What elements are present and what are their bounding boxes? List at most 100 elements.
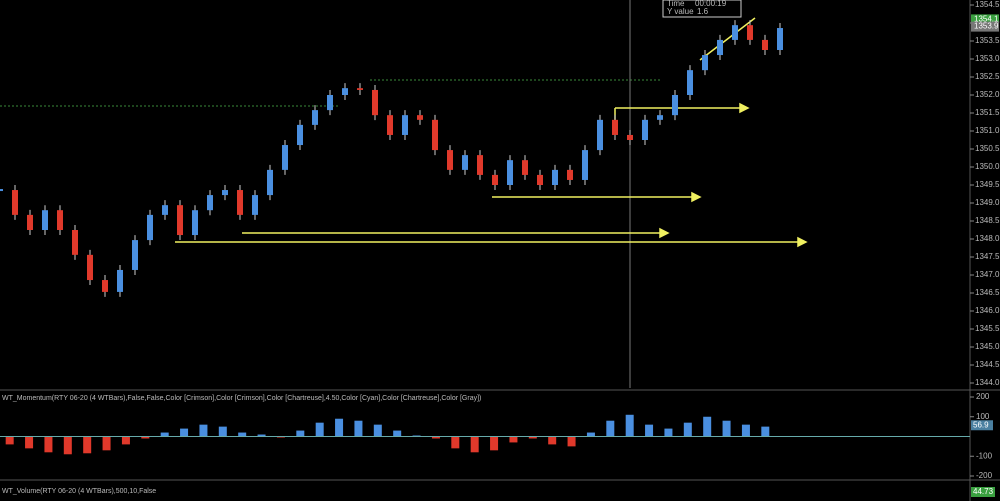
current-label: 44.73 (973, 487, 994, 496)
current-box (971, 487, 995, 497)
y-tick-label: 1346.0 (975, 306, 1000, 315)
candle (687, 70, 693, 95)
info-box (662, 0, 742, 18)
candle (372, 89, 378, 116)
momentum-bar (393, 430, 402, 437)
y-tick-label: 1353.0 (975, 54, 1000, 63)
y-tick-label: 1351.0 (975, 126, 1000, 135)
info-value: 1.6 (697, 7, 709, 16)
y-tick-label: 1346.5 (975, 288, 1000, 297)
info-label: Y value (667, 7, 694, 16)
candle (252, 195, 258, 215)
candle (762, 39, 768, 50)
momentum-bar (373, 424, 382, 437)
candle (222, 190, 228, 196)
momentum-bar (238, 432, 247, 437)
current-box (971, 420, 993, 431)
candle (522, 160, 528, 175)
y-tick-label: 1347.5 (975, 252, 1000, 261)
momentum-bar (606, 420, 615, 437)
y-tick-label: 1350.5 (975, 144, 1000, 153)
candle (87, 254, 93, 281)
candle (447, 150, 453, 170)
y-tick-label: 1348.0 (975, 234, 1000, 243)
candle (162, 205, 168, 215)
candle (27, 214, 33, 230)
y-tick-label: 1349.5 (975, 180, 1000, 189)
candle (312, 110, 318, 125)
price-label-box (971, 21, 999, 32)
momentum-bar (44, 436, 53, 453)
momentum-bar (490, 436, 499, 451)
price-label: 1353.9 (974, 22, 999, 31)
candle (102, 280, 108, 292)
candle (642, 119, 648, 140)
momentum-bar (741, 424, 750, 437)
momentum-bar (83, 436, 92, 454)
candle (567, 169, 573, 180)
y-tick-label: 1350.0 (975, 162, 1000, 171)
candle (582, 150, 588, 180)
indicator-title: WT_Momentum(RTY 06-20 (4 WTBars),False,F… (2, 395, 481, 402)
candle (192, 210, 198, 236)
y-tick-label: 1353.5 (975, 36, 1000, 45)
candle (417, 115, 423, 120)
candle (42, 210, 48, 230)
momentum-bar (567, 436, 576, 447)
candle (732, 25, 738, 40)
momentum-bar (5, 436, 14, 445)
y-tick-label: 1344.0 (975, 378, 1000, 387)
candle (597, 119, 603, 151)
candle (612, 119, 618, 135)
y-tick-label: 200 (976, 392, 990, 401)
candle (402, 115, 408, 135)
momentum-bar (141, 436, 150, 439)
y-tick-label: 1345.0 (975, 342, 1000, 351)
y-tick-label: 1345.5 (975, 324, 1000, 333)
candle (207, 195, 213, 211)
momentum-bar (509, 436, 518, 443)
candle (537, 174, 543, 185)
candle (132, 240, 138, 270)
y-tick-label: -200 (976, 471, 993, 480)
momentum-bar (625, 414, 634, 437)
y-tick-label: 1352.5 (975, 72, 1000, 81)
candle (702, 55, 708, 71)
candle (552, 169, 558, 185)
candle (282, 145, 288, 170)
candle (147, 214, 153, 241)
candle (297, 124, 303, 146)
price-label: 1354.1 (974, 15, 999, 24)
momentum-bar (315, 422, 324, 437)
candle (342, 88, 348, 95)
momentum-bar (180, 428, 189, 437)
drawings (175, 17, 808, 248)
candle (432, 119, 438, 151)
candle (57, 210, 63, 230)
candle (387, 115, 393, 135)
candle (462, 155, 468, 170)
candle (12, 190, 18, 215)
candle (72, 230, 78, 255)
momentum-bar (63, 436, 72, 455)
momentum-bar (102, 436, 111, 451)
momentum-bar (528, 436, 537, 439)
info-label: Time (667, 0, 685, 8)
y-tick-label: 1349.0 (975, 198, 1000, 207)
candle (237, 190, 243, 215)
y-tick-label: 1347.0 (975, 270, 1000, 279)
y-tick-label: 1354.5 (975, 0, 1000, 9)
y-tick-label: -100 (976, 451, 993, 460)
y-tick-label: 1344.5 (975, 360, 1000, 369)
candle (357, 88, 363, 90)
candle (777, 28, 783, 50)
candle (177, 205, 183, 236)
momentum-bar (664, 428, 673, 437)
y-tick-label: 1351.5 (975, 108, 1000, 117)
momentum-bar (354, 420, 363, 437)
momentum-bar (199, 424, 208, 437)
candle (657, 115, 663, 120)
momentum-bar (335, 418, 344, 437)
